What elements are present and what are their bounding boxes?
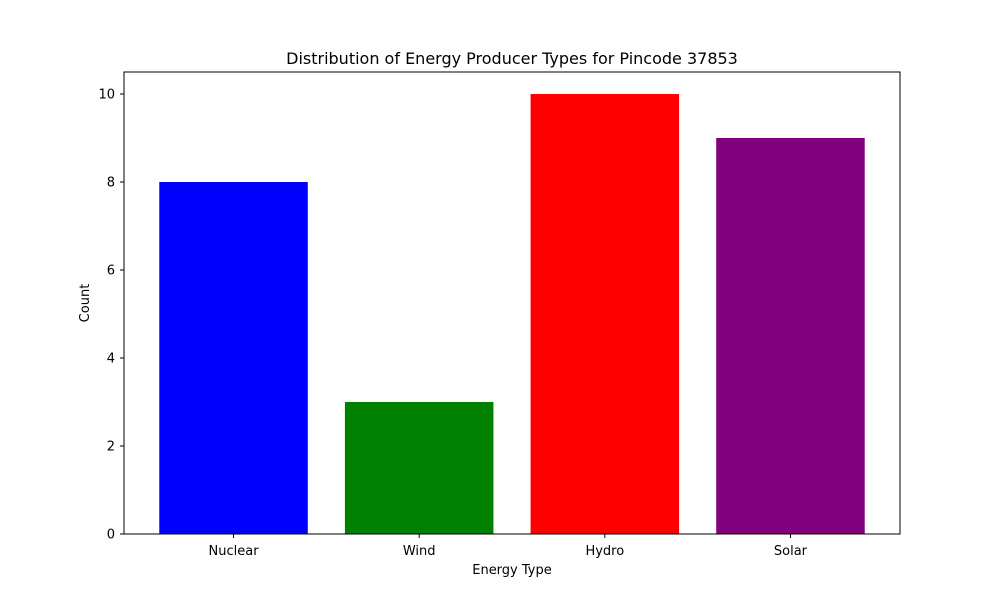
y-tick-label: 10 xyxy=(98,88,115,103)
x-tick-label: Wind xyxy=(403,544,436,559)
plot-frame xyxy=(123,71,901,535)
y-axis-label: Count xyxy=(78,284,93,323)
y-tick-label: 2 xyxy=(107,440,115,455)
y-tick-label: 4 xyxy=(107,352,115,367)
bar-solar xyxy=(716,138,865,534)
y-axis-ticks: 0 2 4 6 8 10 xyxy=(98,88,124,543)
x-tick-label: Solar xyxy=(774,544,808,559)
bar-nuclear xyxy=(159,182,308,534)
chart-title: Distribution of Energy Producer Types fo… xyxy=(286,49,738,68)
x-axis-ticks: Nuclear Wind Hydro Solar xyxy=(209,534,808,559)
x-tick-label: Hydro xyxy=(585,544,624,559)
y-tick-label: 0 xyxy=(107,528,115,543)
bar-wind xyxy=(344,402,494,534)
y-tick-label: 8 xyxy=(107,176,115,191)
bar-hydro xyxy=(530,94,680,534)
x-axis-label: Energy Type xyxy=(472,563,552,578)
bars-group xyxy=(159,94,865,534)
x-tick-label: Nuclear xyxy=(209,544,260,559)
y-tick-label: 6 xyxy=(107,264,115,279)
